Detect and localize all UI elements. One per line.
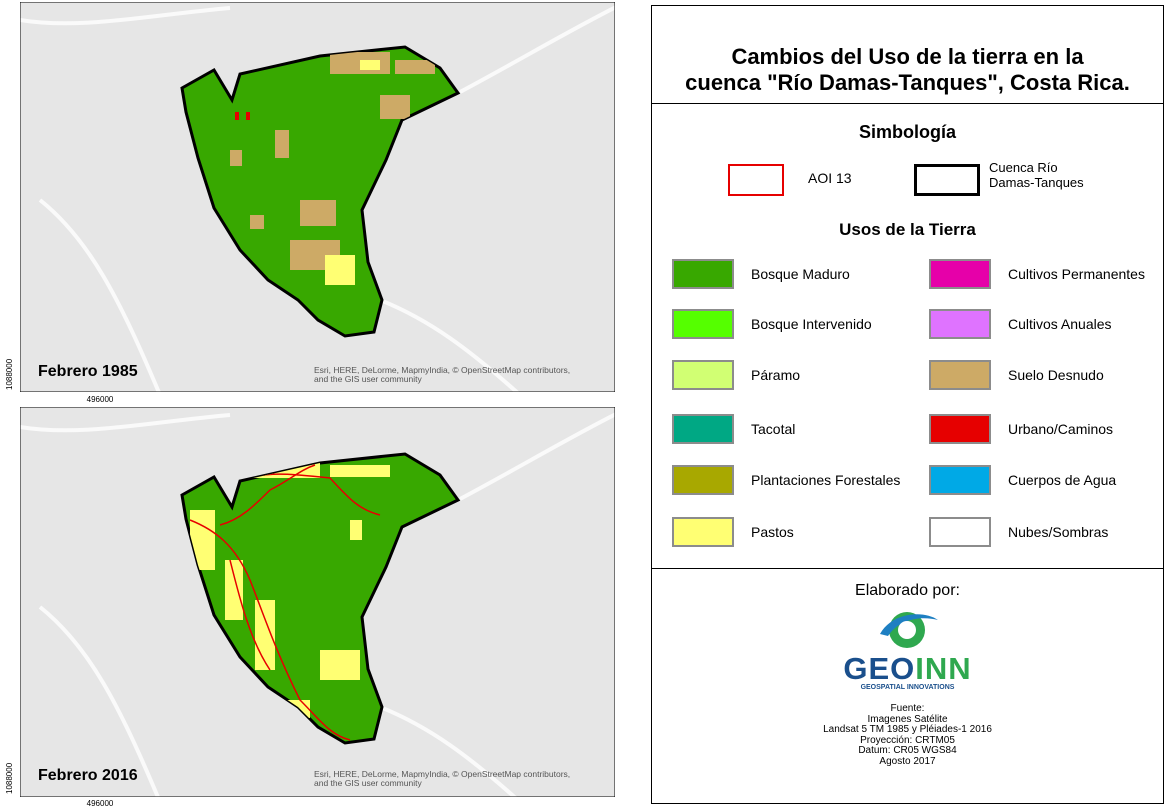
- class-swatch: [672, 465, 734, 495]
- class-swatch: [672, 360, 734, 390]
- symbol-box: [728, 164, 784, 196]
- class-swatch: [929, 465, 991, 495]
- patch: [360, 60, 380, 70]
- credits-heading: Elaborado por:: [652, 582, 1163, 600]
- class-label: Cultivos Permanentes: [1008, 259, 1145, 289]
- patch: [395, 60, 435, 74]
- patch: [380, 95, 410, 119]
- map-1985: Febrero 1985 Esri, HERE, DeLorme, MapmyI…: [20, 2, 620, 395]
- class-swatch: [672, 414, 734, 444]
- logo-part: GEO: [843, 651, 915, 686]
- logo-part: INN: [915, 651, 971, 686]
- class-swatch: [672, 517, 734, 547]
- logo-tagline: GEOSPATIAL INNOVATIONS: [652, 684, 1163, 691]
- logo-globe: [872, 606, 942, 652]
- class-swatch: [929, 259, 991, 289]
- patch: [275, 130, 289, 158]
- title-line: Cambios del Uso de la tierra en la: [652, 44, 1163, 70]
- class-swatch: [672, 259, 734, 289]
- class-swatch: [929, 360, 991, 390]
- class-swatch: [929, 414, 991, 444]
- maps: Febrero 1985 Esri, HERE, DeLorme, MapmyI…: [0, 0, 640, 809]
- class-swatch: [672, 309, 734, 339]
- attribution: and the GIS user community: [314, 778, 422, 788]
- source-line: Datum: CR05 WGS84: [652, 746, 1163, 757]
- northing-label: 1088000: [5, 358, 14, 390]
- patch: [320, 650, 360, 680]
- class-label: Cuerpos de Agua: [1008, 465, 1116, 495]
- northing-label: 1088000: [5, 762, 14, 794]
- source-line: Landsat 5 TM 1985 y Pléiades-1 2016: [652, 725, 1163, 736]
- land-use-title: Usos de la Tierra: [652, 220, 1163, 240]
- title-line: cuenca "Río Damas-Tanques", Costa Rica.: [652, 70, 1163, 96]
- class-label: Bosque Intervenido: [751, 309, 872, 339]
- class-label: Bosque Maduro: [751, 259, 850, 289]
- patch: [225, 560, 243, 620]
- patch: [300, 200, 336, 226]
- globe-core: [898, 621, 916, 639]
- logo-text: GEOINN: [652, 651, 1163, 687]
- source-line: Fuente:: [652, 704, 1163, 715]
- easting-label: 496000: [87, 395, 114, 404]
- patch: [330, 465, 390, 477]
- page: Cambios del Uso de la tierra {"maps":[ {…: [0, 0, 1167, 809]
- easting-label: 496000: [87, 799, 114, 808]
- class-label: Urbano/Caminos: [1008, 414, 1113, 444]
- patch: [325, 255, 355, 285]
- map-2016: Febrero 2016 Esri, HERE, DeLorme, MapmyI…: [20, 407, 620, 802]
- patch: [350, 520, 362, 540]
- class-swatch: [929, 517, 991, 547]
- symbol-label-line: Damas-Tanques: [989, 175, 1084, 190]
- attribution: and the GIS user community: [314, 374, 422, 384]
- map-label: Febrero 1985: [38, 363, 138, 380]
- symbology-title: Simbología: [652, 122, 1163, 143]
- symbol-box: [914, 164, 980, 196]
- patch: [235, 112, 239, 120]
- separator: [652, 568, 1163, 569]
- class-label: Suelo Desnudo: [1008, 360, 1104, 390]
- page-body: Febrero 1985 Esri, HERE, DeLorme, MapmyI…: [0, 0, 1167, 809]
- map-label: Febrero 2016: [38, 767, 138, 784]
- source-line: Agosto 2017: [652, 757, 1163, 768]
- class-label: Cultivos Anuales: [1008, 309, 1112, 339]
- patch: [246, 112, 250, 120]
- symbol-label-line: Cuenca Río: [989, 160, 1084, 175]
- legend-panel: Cambios del Uso de la tierra en la cuenc…: [651, 5, 1164, 804]
- class-swatch: [929, 309, 991, 339]
- class-label: Pastos: [751, 517, 794, 547]
- class-label: Plantaciones Forestales: [751, 465, 900, 495]
- patch: [250, 215, 264, 229]
- symbol-label: AOI 13: [808, 171, 852, 186]
- title: Cambios del Uso de la tierra en la cuenc…: [652, 44, 1163, 96]
- symbol-label-line: AOI 13: [808, 171, 852, 186]
- class-label: Nubes/Sombras: [1008, 517, 1108, 547]
- patch: [230, 150, 242, 166]
- class-label: Páramo: [751, 360, 800, 390]
- class-label: Tacotal: [751, 414, 795, 444]
- separator: [652, 103, 1163, 104]
